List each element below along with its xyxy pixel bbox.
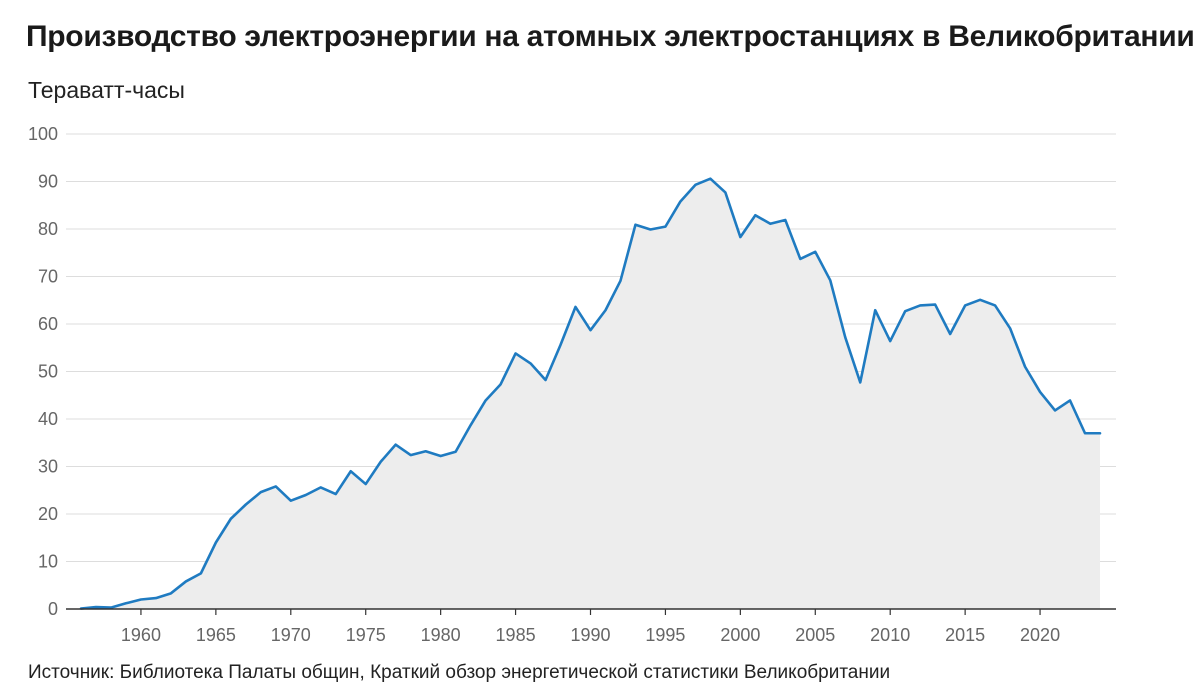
y-tick-label-10: 10: [38, 552, 58, 572]
y-tick-label-90: 90: [38, 172, 58, 192]
y-tick-label-60: 60: [38, 314, 58, 334]
y-tick-label-50: 50: [38, 362, 58, 382]
area-fill: [81, 178, 1100, 609]
y-tick-label-0: 0: [48, 599, 58, 619]
y-tick-label-70: 70: [38, 267, 58, 287]
y-tick-label-100: 100: [28, 124, 58, 144]
x-tick-label-1960: 1960: [121, 625, 161, 645]
x-tick-label-2015: 2015: [945, 625, 985, 645]
x-tick-label-1985: 1985: [496, 625, 536, 645]
x-tick-label-2005: 2005: [795, 625, 835, 645]
x-tick-label-1980: 1980: [421, 625, 461, 645]
x-tick-label-1990: 1990: [570, 625, 610, 645]
x-tick-label-1965: 1965: [196, 625, 236, 645]
x-tick-label-1995: 1995: [645, 625, 685, 645]
y-tick-label-40: 40: [38, 409, 58, 429]
y-tick-label-80: 80: [38, 219, 58, 239]
y-tick-label-30: 30: [38, 457, 58, 477]
series-line: [79, 177, 1102, 610]
x-tick-label-2020: 2020: [1020, 625, 1060, 645]
source-note: Источник: Библиотека Палаты общин, Кратк…: [28, 662, 891, 683]
y-axis-label: Тераватт-часы: [28, 77, 185, 103]
x-tick-label-2000: 2000: [720, 625, 760, 645]
x-tick-label-1970: 1970: [271, 625, 311, 645]
y-tick-label-20: 20: [38, 504, 58, 524]
x-tick-label-2010: 2010: [870, 625, 910, 645]
x-tick-label-1975: 1975: [346, 625, 386, 645]
chart-title: Производство электроэнергии на атомных э…: [26, 20, 1195, 53]
